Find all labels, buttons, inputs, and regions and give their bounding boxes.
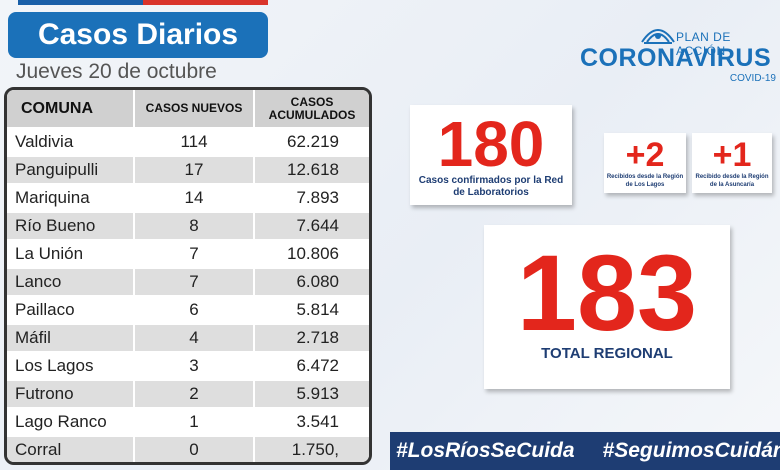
asuncion-card: +1 Recibido desde la Región de la Asunca… [692,133,772,193]
casos-nuevos-cell: 7 [134,240,255,269]
cases-table: COMUNA CASOS NUEVOS CASOS ACUMULADOS Val… [4,87,372,465]
asuncion-label: Recibido desde la Región de la Asuncaría [695,174,769,188]
casos-acumulados-cell: 2.718 [254,324,369,353]
casos-nuevos-cell: 6 [134,296,255,325]
table-row: La Unión 7 10.806 [7,240,369,269]
table-row: Futrono 2 5.913 [7,380,369,409]
logo-main-text: CORONAVIRUS [580,44,772,72]
table-row: Paillaco 6 5.814 [7,296,369,325]
header-casos-nuevos: CASOS NUEVOS [134,90,255,129]
table-header-row: COMUNA CASOS NUEVOS CASOS ACUMULADOS [7,90,369,129]
comuna-cell: Lanco [7,268,135,297]
comuna-cell: Futrono [7,380,135,409]
casos-nuevos-cell: 114 [134,128,255,157]
comuna-cell: Mariquina [7,184,135,213]
table-row: Valdivia 114 62.219 [7,128,369,157]
comuna-cell: Valdivia [7,128,135,157]
total-regional-label: TOTAL REGIONAL [541,345,673,362]
casos-acumulados-cell: 62.219 [254,128,369,157]
casos-nuevos-cell: 3 [134,352,255,381]
casos-acumulados-cell: 1.750, [254,436,369,462]
table-row: Mariquina 14 7.893 [7,184,369,213]
casos-acumulados-cell: 7.644 [254,212,369,241]
casos-acumulados-cell: 10.806 [254,240,369,269]
table-row: Corral 0 1.750, [7,436,369,462]
casos-nuevos-cell: 2 [134,380,255,409]
lab-cases-card: 180 Casos confirmados por la Red de Labo… [410,105,572,205]
casos-acumulados-cell: 3.541 [254,408,369,437]
comuna-cell: Río Bueno [7,212,135,241]
lab-cases-value: 180 [437,108,545,180]
casos-nuevos-cell: 1 [134,408,255,437]
casos-acumulados-cell: 5.913 [254,380,369,409]
casos-acumulados-cell: 7.893 [254,184,369,213]
casos-acumulados-cell: 6.472 [254,352,369,381]
comuna-cell: Panguipulli [7,156,135,185]
comuna-cell: La Unión [7,240,135,269]
total-regional-card: 183 TOTAL REGIONAL [484,225,730,389]
coronavirus-logo: PLAN DE ACCIÓN CORONAVIRUS COVID-19 [578,22,778,84]
total-regional-value: 183 [516,232,698,353]
comuna-cell: Los Lagos [7,352,135,381]
casos-nuevos-cell: 7 [134,268,255,297]
casos-nuevos-cell: 4 [134,324,255,353]
strip-blue [18,0,143,5]
hashtag-seguimos: #SeguimosCuidándonos [602,439,780,462]
header-casos-acumulados: CASOS ACUMULADOS [254,90,369,129]
date-subtitle: Jueves 20 de octubre [16,60,217,83]
logo-sub-text: COVID-19 [729,73,776,84]
table-row: Los Lagos 3 6.472 [7,352,369,381]
comuna-cell: Máfil [7,324,135,353]
table-row: Lago Ranco 1 3.541 [7,408,369,437]
casos-nuevos-cell: 8 [134,212,255,241]
casos-nuevos-cell: 17 [134,156,255,185]
lab-cases-label: Casos confirmados por la Red de Laborato… [418,175,564,198]
page-title: Casos Diarios [8,12,268,58]
table-row: Río Bueno 8 7.644 [7,212,369,241]
los-lagos-label: Recibidos desde la Región de Los Lagos [606,174,684,188]
top-color-strip [18,0,268,5]
casos-acumulados-cell: 6.080 [254,268,369,297]
government-emblem-icon [641,29,675,44]
hashtag-los-rios: #LosRíosSeCuida [396,439,575,462]
casos-nuevos-cell: 0 [134,436,255,462]
logo-plan-text: PLAN DE ACCIÓN [676,30,731,58]
casos-acumulados-cell: 5.814 [254,296,369,325]
header-comuna: COMUNA [7,90,135,129]
comuna-cell: Lago Ranco [7,408,135,437]
los-lagos-value: +2 [625,136,665,174]
table-row: Panguipulli 17 12.618 [7,156,369,185]
table-body: Valdivia 114 62.219 Panguipulli 17 12.618 Mari… [7,128,369,462]
casos-nuevos-cell: 14 [134,184,255,213]
casos-acumulados-cell: 12.618 [254,156,369,185]
table-row: Lanco 7 6.080 [7,268,369,297]
comuna-cell: Corral [7,436,135,462]
table-row: Máfil 4 2.718 [7,324,369,353]
los-lagos-card: +2 Recibidos desde la Región de Los Lago… [604,133,686,193]
asuncion-value: +1 [712,136,752,174]
comuna-cell: Paillaco [7,296,135,325]
strip-red [143,0,268,5]
hashtag-bar: #LosRíosSeCuida #SeguimosCuidándonos [390,432,780,470]
